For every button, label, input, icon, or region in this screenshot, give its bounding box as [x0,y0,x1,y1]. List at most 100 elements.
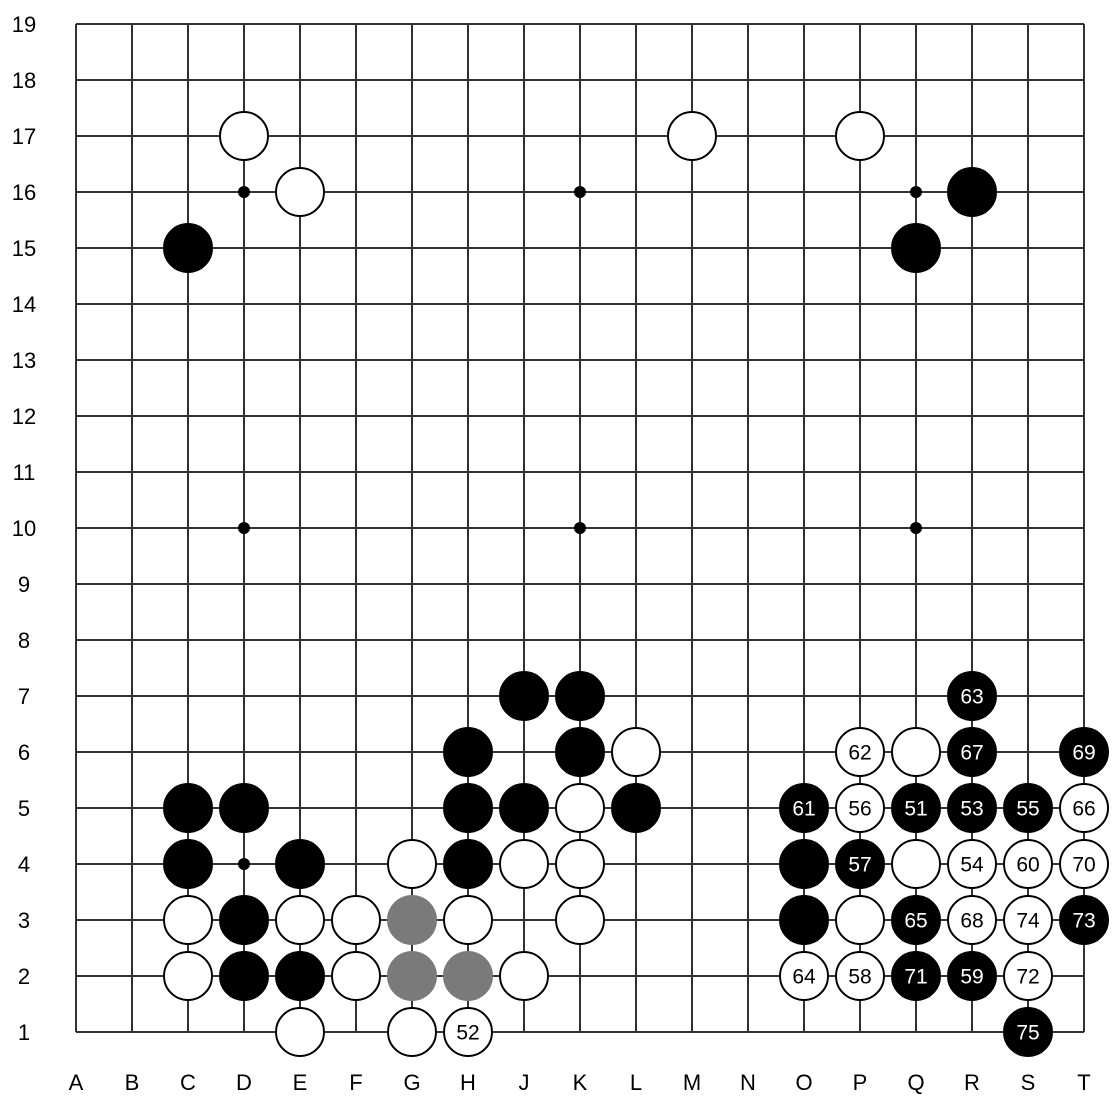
row-label: 3 [18,908,30,933]
stone-black-R6[interactable]: 67 [947,727,997,777]
stone-white-D17[interactable] [219,111,269,161]
stone-black-S1[interactable]: 75 [1003,1007,1053,1057]
stone-black-D2[interactable] [219,951,269,1001]
stone-gray-G3[interactable] [387,895,437,945]
stone-white-H3[interactable] [443,895,493,945]
stone-white-E16[interactable] [275,167,325,217]
stone-black-O4[interactable] [779,839,829,889]
stone-white-K3[interactable] [555,895,605,945]
stone-white-C2[interactable] [163,951,213,1001]
stone-white-G4[interactable] [387,839,437,889]
stone-black-D5[interactable] [219,783,269,833]
row-label: 16 [12,180,36,205]
stone-black-C15[interactable] [163,223,213,273]
stone-white-R3[interactable]: 68 [947,895,997,945]
stone-white-H1[interactable]: 52 [443,1007,493,1057]
stone-white-T5[interactable]: 66 [1059,783,1109,833]
stone-white-S4[interactable]: 60 [1003,839,1053,889]
stone-black-K7[interactable] [555,671,605,721]
stone-black-H4[interactable] [443,839,493,889]
stone-white-O2[interactable]: 64 [779,951,829,1001]
stone-white-P6[interactable]: 62 [835,727,885,777]
stone-black-Q2[interactable]: 71 [891,951,941,1001]
stone-black-H6[interactable] [443,727,493,777]
stone-circle [835,111,885,161]
stone-black-R16[interactable] [947,167,997,217]
stone-white-P3[interactable] [835,895,885,945]
stone-black-J5[interactable] [499,783,549,833]
stone-circle [443,895,493,945]
stone-black-O3[interactable] [779,895,829,945]
stone-black-Q5[interactable]: 51 [891,783,941,833]
stone-circle [443,839,493,889]
stone-circle [163,783,213,833]
stone-circle [947,167,997,217]
stone-black-T3[interactable]: 73 [1059,895,1109,945]
stone-black-R2[interactable]: 59 [947,951,997,1001]
stone-black-O5[interactable]: 61 [779,783,829,833]
stone-black-E4[interactable] [275,839,325,889]
stone-white-F2[interactable] [331,951,381,1001]
row-label: 17 [12,124,36,149]
stone-white-Q6[interactable] [891,727,941,777]
stone-black-T6[interactable]: 69 [1059,727,1109,777]
stone-white-E3[interactable] [275,895,325,945]
stone-white-P5[interactable]: 56 [835,783,885,833]
column-label: Q [907,1070,924,1095]
stone-black-S5[interactable]: 55 [1003,783,1053,833]
stone-circle [555,783,605,833]
stone-black-Q3[interactable]: 65 [891,895,941,945]
stone-black-C5[interactable] [163,783,213,833]
stone-gray-H2[interactable] [443,951,493,1001]
column-label: M [683,1070,701,1095]
stone-black-L5[interactable] [611,783,661,833]
stone-white-E1[interactable] [275,1007,325,1057]
stone-white-M17[interactable] [667,111,717,161]
stone-black-K6[interactable] [555,727,605,777]
stone-circle [219,951,269,1001]
stone-white-F3[interactable] [331,895,381,945]
stone-black-Q15[interactable] [891,223,941,273]
move-number: 53 [960,798,983,821]
column-label: P [853,1070,868,1095]
stone-black-E2[interactable] [275,951,325,1001]
stone-white-T4[interactable]: 70 [1059,839,1109,889]
stone-white-J4[interactable] [499,839,549,889]
stone-white-S3[interactable]: 74 [1003,895,1053,945]
column-label: D [236,1070,252,1095]
stone-circle [387,951,437,1001]
stone-white-J2[interactable] [499,951,549,1001]
stone-black-C4[interactable] [163,839,213,889]
row-label: 9 [18,572,30,597]
stone-gray-G2[interactable] [387,951,437,1001]
column-label: C [180,1070,196,1095]
stone-black-R7[interactable]: 63 [947,671,997,721]
stone-black-P4[interactable]: 57 [835,839,885,889]
stone-white-L6[interactable] [611,727,661,777]
stone-white-P17[interactable] [835,111,885,161]
stone-black-R5[interactable]: 53 [947,783,997,833]
stone-circle [947,727,997,777]
stone-black-D3[interactable] [219,895,269,945]
stone-white-C3[interactable] [163,895,213,945]
stone-circle [275,167,325,217]
row-label: 4 [18,852,30,877]
stone-black-H5[interactable] [443,783,493,833]
stone-circle [163,951,213,1001]
stone-white-K5[interactable] [555,783,605,833]
stone-circle [1003,783,1053,833]
stone-white-S2[interactable]: 72 [1003,951,1053,1001]
stone-white-P2[interactable]: 58 [835,951,885,1001]
stone-black-J7[interactable] [499,671,549,721]
row-label: 6 [18,740,30,765]
move-number: 59 [960,966,983,989]
row-label: 18 [12,68,36,93]
stone-circle [555,839,605,889]
stone-white-R4[interactable]: 54 [947,839,997,889]
stone-white-G1[interactable] [387,1007,437,1057]
stone-white-K4[interactable] [555,839,605,889]
move-number: 63 [960,686,983,709]
stone-white-Q4[interactable] [891,839,941,889]
star-point [910,186,922,198]
